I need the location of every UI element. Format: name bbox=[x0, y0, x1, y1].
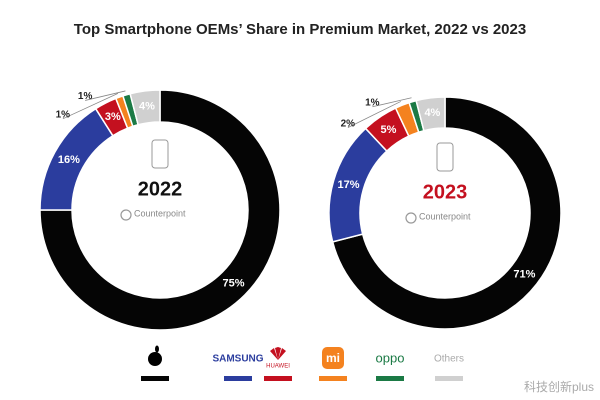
data-label: 71% bbox=[513, 269, 535, 281]
data-label: 4% bbox=[139, 101, 155, 113]
leader-line bbox=[62, 92, 119, 120]
legend-swatch bbox=[376, 376, 404, 381]
data-label: 1% bbox=[78, 91, 93, 102]
data-label: 75% bbox=[223, 277, 245, 289]
donut-segment bbox=[39, 89, 281, 331]
data-label: 5% bbox=[381, 124, 397, 136]
data-label: 4% bbox=[424, 107, 440, 119]
legend-label: mi bbox=[326, 351, 340, 365]
phone-icon bbox=[436, 142, 454, 172]
legend-swatch bbox=[264, 376, 292, 381]
source-logo: Counterpoint bbox=[419, 211, 471, 221]
legend-swatch bbox=[224, 376, 252, 381]
leader-line bbox=[347, 101, 402, 128]
source-logo: Counterpoint bbox=[134, 208, 186, 218]
chart-title: Top Smartphone OEMs’ Share in Premium Ma… bbox=[74, 21, 526, 38]
legend-swatch bbox=[141, 376, 169, 381]
data-label: 3% bbox=[105, 111, 121, 123]
data-label: 17% bbox=[337, 179, 359, 191]
logo-icon bbox=[120, 209, 132, 221]
legend-icon bbox=[322, 347, 344, 369]
legend-swatch bbox=[435, 376, 463, 381]
legend-icon bbox=[148, 352, 162, 366]
data-label: 1% bbox=[56, 109, 71, 120]
data-label: 16% bbox=[58, 154, 80, 166]
center-title: 2022 bbox=[138, 178, 183, 200]
legend-label: SAMSUNG bbox=[212, 354, 263, 365]
donut-segment bbox=[331, 96, 562, 330]
donut-segment bbox=[129, 89, 161, 126]
data-label: 2% bbox=[341, 118, 356, 129]
legend-icon bbox=[270, 347, 286, 360]
legend-label: oppo bbox=[376, 350, 405, 365]
center-title: 2023 bbox=[423, 181, 468, 203]
legend-label: HUAWEI bbox=[266, 364, 290, 370]
leader-line bbox=[85, 90, 126, 101]
phone-icon bbox=[151, 139, 169, 169]
logo-icon bbox=[405, 212, 417, 224]
donut-segment bbox=[415, 96, 446, 132]
data-label: 1% bbox=[365, 97, 380, 108]
watermark: 科技创新plus bbox=[524, 379, 594, 394]
legend-swatch bbox=[319, 376, 347, 381]
leader-line bbox=[372, 97, 412, 108]
legend-icon bbox=[155, 345, 159, 353]
legend-label: Others bbox=[434, 354, 464, 365]
